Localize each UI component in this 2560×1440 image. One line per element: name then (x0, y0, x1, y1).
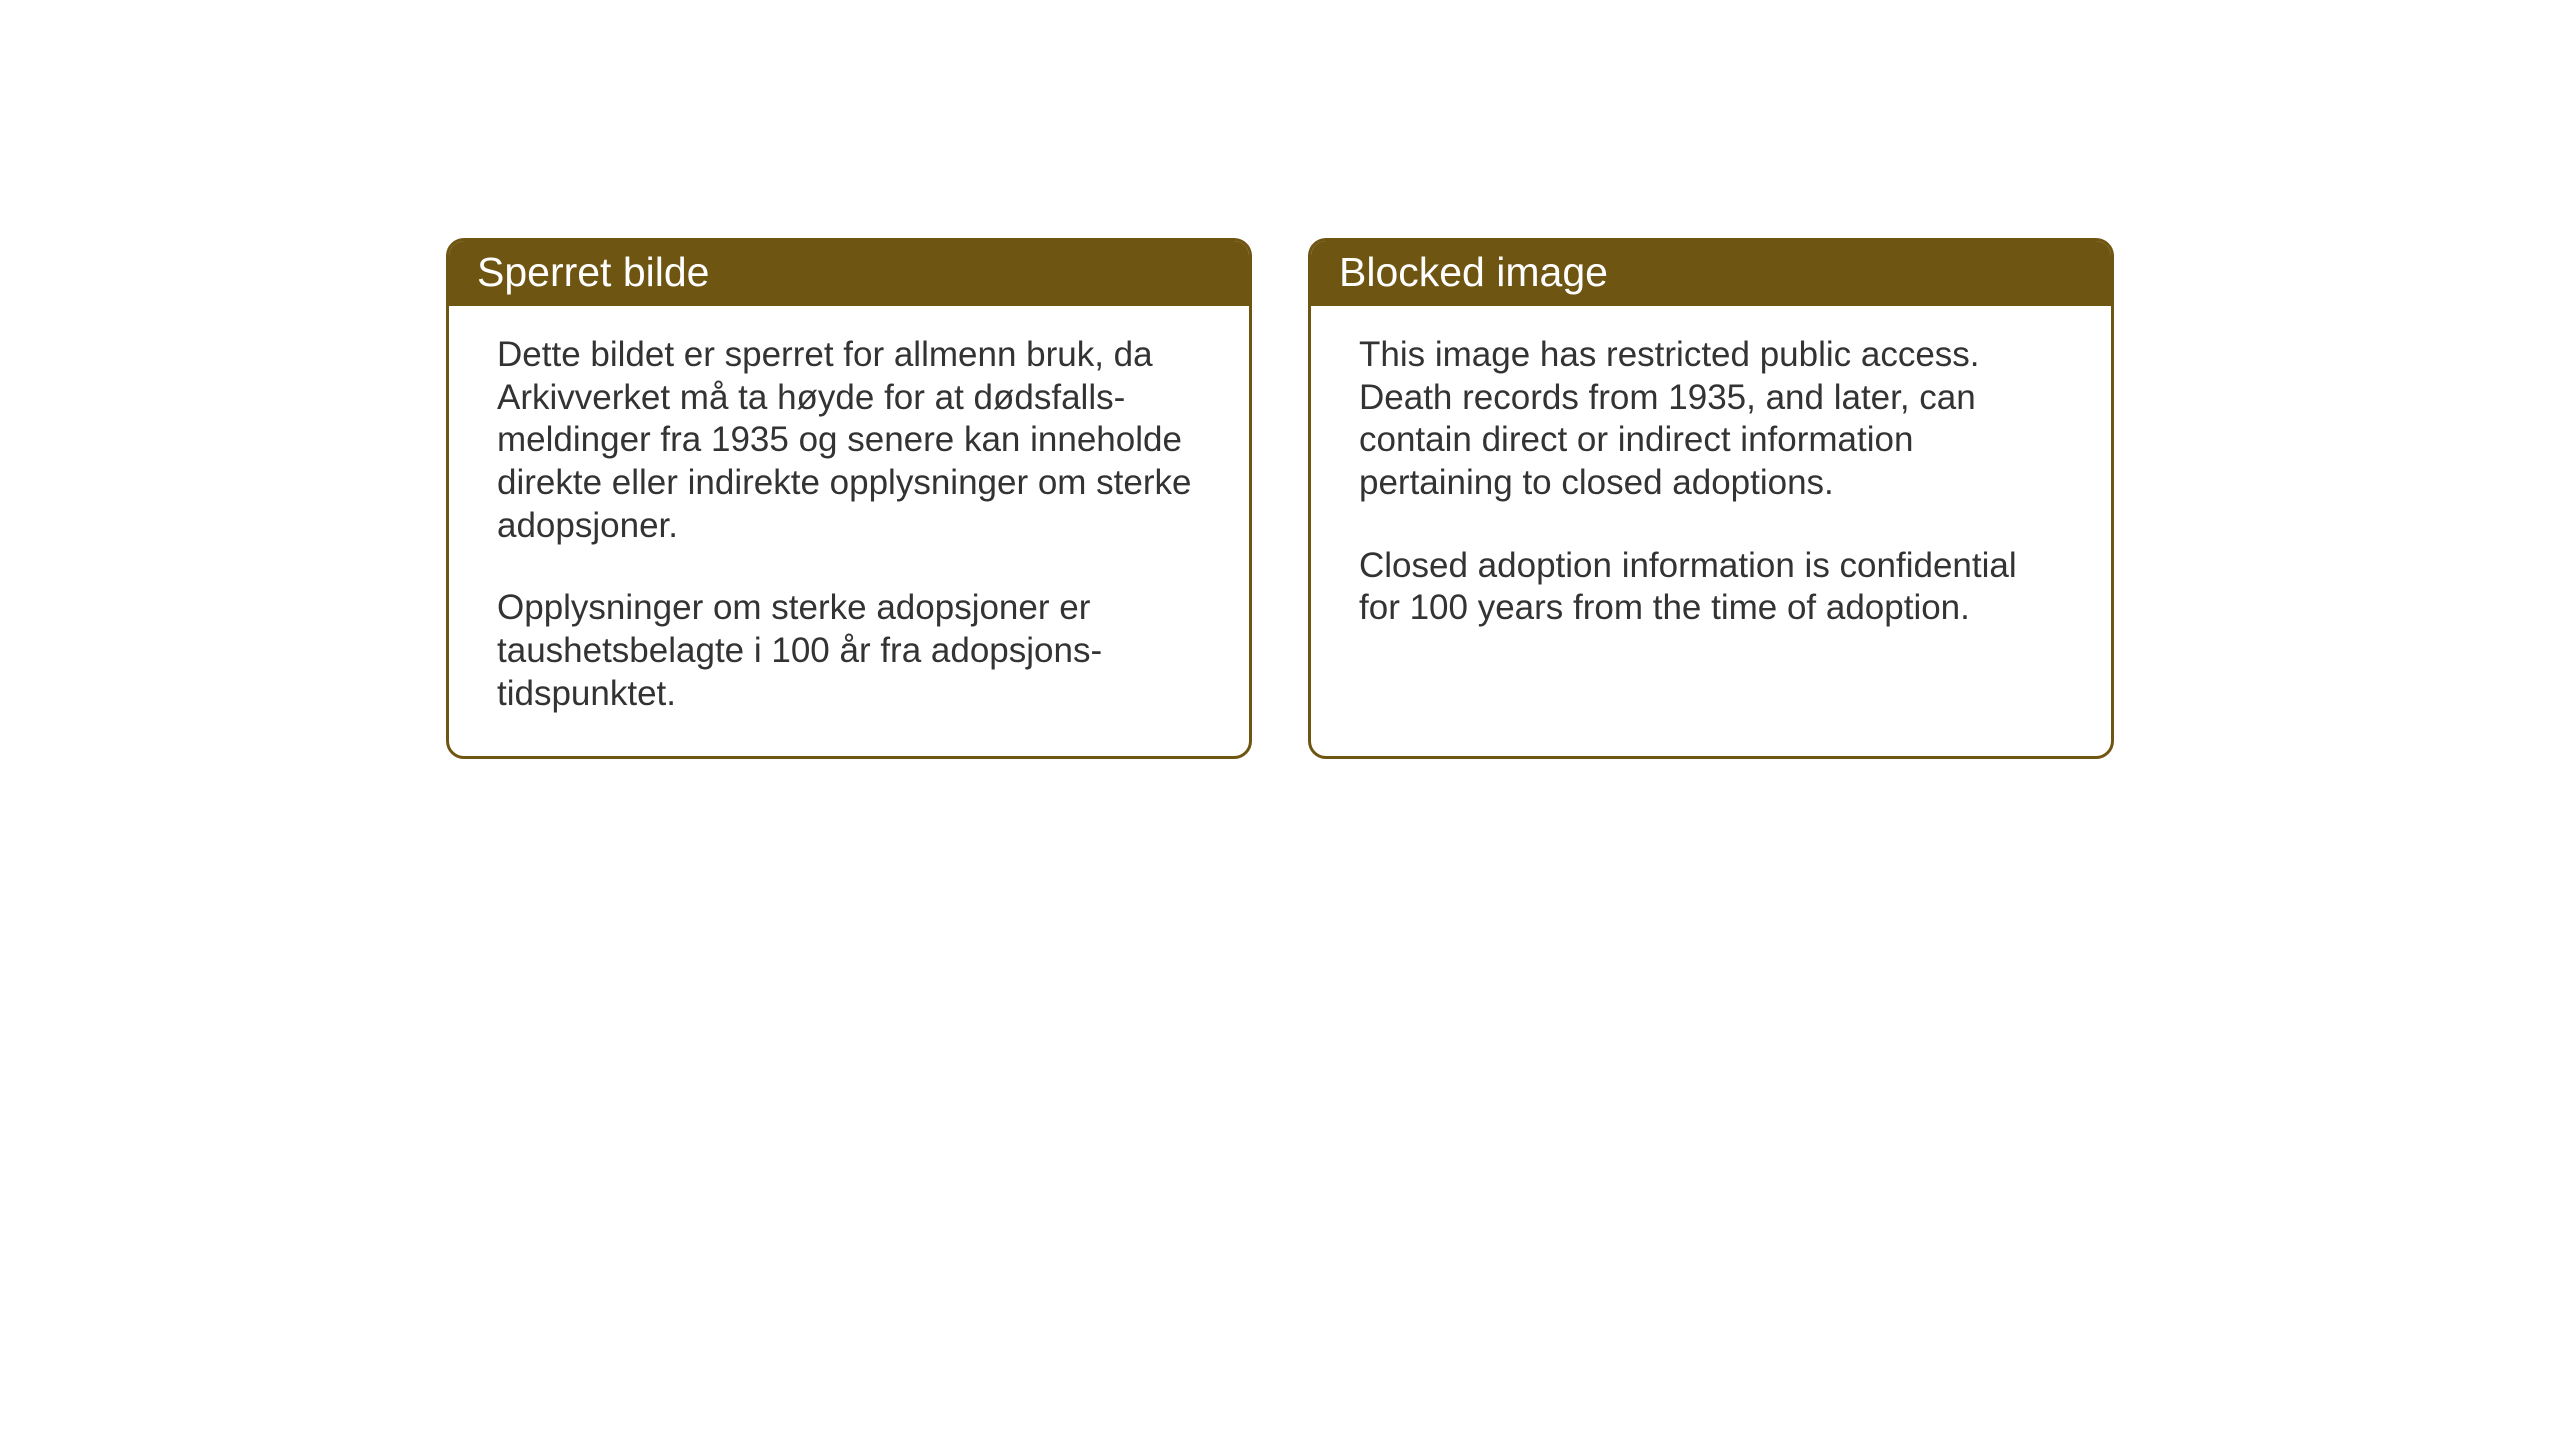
card-paragraph-2-norwegian: Opplysninger om sterke adopsjoner er tau… (497, 587, 1201, 715)
card-paragraph-1-norwegian: Dette bildet er sperret for allmenn bruk… (497, 334, 1201, 547)
card-paragraph-2-english: Closed adoption information is confident… (1359, 545, 2063, 630)
cards-container: Sperret bilde Dette bildet er sperret fo… (446, 238, 2114, 759)
card-header-english: Blocked image (1311, 241, 2111, 306)
card-title-norwegian: Sperret bilde (477, 249, 709, 295)
card-title-english: Blocked image (1339, 249, 1608, 295)
card-body-english: This image has restricted public access.… (1311, 306, 2111, 694)
notice-card-norwegian: Sperret bilde Dette bildet er sperret fo… (446, 238, 1252, 759)
card-paragraph-1-english: This image has restricted public access.… (1359, 334, 2063, 505)
notice-card-english: Blocked image This image has restricted … (1308, 238, 2114, 759)
card-header-norwegian: Sperret bilde (449, 241, 1249, 306)
card-body-norwegian: Dette bildet er sperret for allmenn bruk… (449, 306, 1249, 756)
